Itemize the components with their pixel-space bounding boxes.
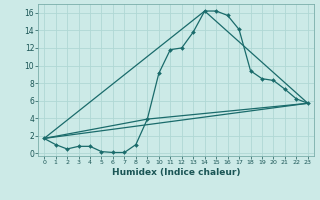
X-axis label: Humidex (Indice chaleur): Humidex (Indice chaleur) <box>112 168 240 177</box>
